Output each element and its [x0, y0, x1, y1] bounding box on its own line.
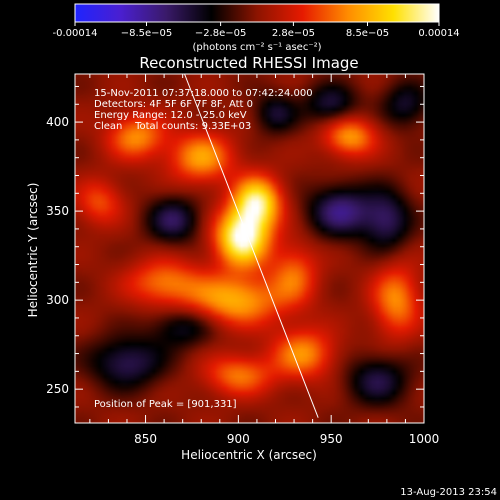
x-tick-label: 1000	[409, 432, 440, 446]
x-tick-label: 950	[320, 432, 343, 446]
x-axis-label: Heliocentric X (arcsec)	[181, 448, 317, 462]
y-tick-label: 300	[46, 293, 69, 307]
generation-timestamp: 13-Aug-2013 23:54	[400, 487, 497, 498]
colorbar-tick-label: −2.8e−05	[195, 28, 247, 39]
axis-ticks	[75, 74, 425, 423]
peak-position-label: Position of Peak = [901,331]	[94, 399, 237, 410]
info-energy-range: Energy Range: 12.0 - 25.0 keV	[94, 110, 247, 121]
info-detectors: Detectors: 4F 5F 6F 7F 8F, Att 0	[94, 99, 253, 110]
x-tick-labels: 850 900 950 1000	[134, 432, 439, 446]
x-tick-label: 900	[227, 432, 250, 446]
colorbar-tick-label: −8.5e−05	[121, 28, 173, 39]
solar-limb-line	[184, 74, 319, 418]
colorbar-unit-label: (photons cm⁻² s⁻¹ asec⁻²)	[192, 42, 321, 53]
y-tick-labels: 250 300 350 400	[46, 115, 69, 396]
colorbar-tick-labels: -0.00014 −8.5e−05 −2.8e−05 2.8e−05 8.5e−05 0.…	[53, 28, 460, 39]
x-tick-label: 850	[134, 432, 157, 446]
chart-title: Reconstructed RHESSI Image	[139, 54, 358, 72]
plot-frame	[74, 73, 425, 424]
colorbar-tick-label: 2.8e−05	[272, 28, 315, 39]
y-axis-label: Heliocentric Y (arcsec)	[26, 183, 40, 318]
info-counts: Clean Total counts: 9.33E+03	[94, 121, 251, 132]
y-tick-label: 250	[46, 382, 69, 396]
observation-info: 15-Nov-2011 07:37:18.000 to 07:42:24.000…	[94, 88, 313, 132]
colorbar-tick-label: 8.5e−05	[346, 28, 389, 39]
colorbar-tick-label: -0.00014	[53, 28, 98, 39]
colorbar-ticks	[74, 22, 440, 26]
y-tick-label: 350	[46, 204, 69, 218]
colorbar	[74, 3, 440, 23]
colorbar-tick-label: 0.00014	[418, 28, 459, 39]
y-tick-label: 400	[46, 115, 69, 129]
heatmap-image	[75, 74, 424, 423]
info-time-range: 15-Nov-2011 07:37:18.000 to 07:42:24.000	[94, 88, 313, 99]
